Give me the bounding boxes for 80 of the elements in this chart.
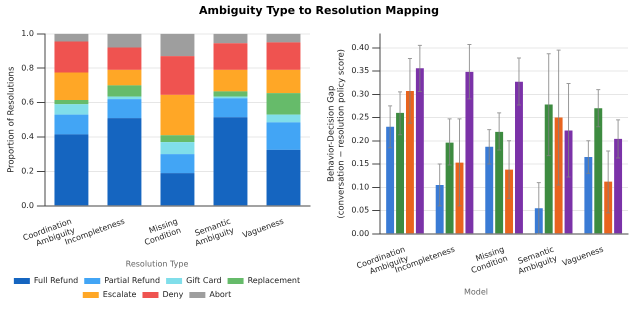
- bar: [160, 34, 194, 56]
- legend-label: Abort: [209, 290, 232, 300]
- bar: [396, 112, 404, 234]
- bar: [160, 154, 194, 174]
- bar: [160, 56, 194, 95]
- bar: [485, 146, 494, 234]
- bar: [54, 100, 88, 104]
- bar: [515, 82, 523, 234]
- bar: [107, 96, 142, 100]
- y-tick-label: 1.0: [21, 28, 34, 38]
- bar: [495, 132, 504, 234]
- y-tick-label: 0.25: [351, 112, 370, 122]
- y-tick-label: 0.20: [351, 136, 370, 145]
- bar: [54, 72, 88, 100]
- bar: [107, 118, 142, 206]
- bar: [554, 118, 563, 234]
- bar: [54, 104, 88, 115]
- y-tick-label: 0.2: [21, 166, 34, 176]
- bar: [214, 34, 248, 44]
- bar: [266, 34, 300, 42]
- bar: [160, 173, 194, 206]
- bar: [214, 70, 248, 92]
- legend-title: Model: [464, 287, 488, 296]
- bar: [406, 91, 414, 234]
- y-tick-label: 0.35: [351, 66, 370, 76]
- bar: [266, 150, 300, 206]
- y-tick-label: 0.8: [21, 63, 34, 72]
- y-axis-title: Proportion of Resolutions: [6, 66, 16, 173]
- legend-label: Deny: [162, 290, 184, 300]
- y-tick-label: 0.05: [351, 206, 370, 215]
- y-tick-label: 0.40: [351, 42, 370, 52]
- bar: [266, 42, 300, 70]
- bar: [54, 42, 88, 72]
- bar: [594, 108, 602, 234]
- bar: [446, 142, 454, 234]
- bar: [107, 70, 142, 86]
- y-tick-label: 0.6: [21, 98, 34, 107]
- bar: [214, 117, 248, 206]
- bar: [54, 34, 88, 42]
- bar: [107, 34, 142, 48]
- bar: [54, 114, 88, 134]
- bar: [107, 85, 142, 97]
- bar: [160, 142, 194, 154]
- bar: [266, 122, 300, 150]
- bar: [266, 93, 300, 115]
- bar: [604, 182, 612, 234]
- bar: [416, 68, 424, 234]
- chart-title: Ambiguity Type to Resolution Mapping: [198, 4, 440, 17]
- y-tick-label: 0.0: [21, 200, 34, 210]
- bar: [54, 134, 88, 206]
- bar: [465, 72, 474, 234]
- bar: [544, 104, 553, 234]
- y-tick-label: 0.10: [351, 182, 370, 192]
- legend-label: Full Refund: [34, 276, 78, 286]
- y-tick-label: 0.30: [351, 89, 370, 98]
- legend-label: Escalate: [102, 290, 137, 300]
- bar: [107, 99, 142, 118]
- bar: [214, 43, 248, 70]
- bar: [160, 94, 194, 136]
- bar: [386, 126, 394, 234]
- y-tick-label: 0.4: [21, 132, 34, 142]
- legend-label: Gift Card: [186, 276, 222, 286]
- bar: [505, 170, 514, 234]
- legend-label: Replacement: [248, 276, 300, 286]
- y-tick-label: 0.00: [351, 228, 370, 238]
- bar: [160, 135, 194, 142]
- bar: [266, 70, 300, 94]
- y-tick-label: 0.15: [351, 159, 370, 168]
- y-axis-title: Behavior-Decision Gap (conversation − resolution policy score): [326, 49, 347, 219]
- bar: [614, 138, 622, 234]
- legend-label: Partial Refund: [104, 276, 160, 286]
- bar: [456, 162, 464, 234]
- bar: [107, 48, 142, 70]
- legend-title: Resolution Type: [126, 259, 188, 268]
- bar: [564, 130, 572, 234]
- bar: [214, 98, 248, 118]
- bar: [214, 91, 248, 97]
- bar: [436, 184, 444, 234]
- bar: [266, 114, 300, 122]
- bar: [584, 157, 592, 234]
